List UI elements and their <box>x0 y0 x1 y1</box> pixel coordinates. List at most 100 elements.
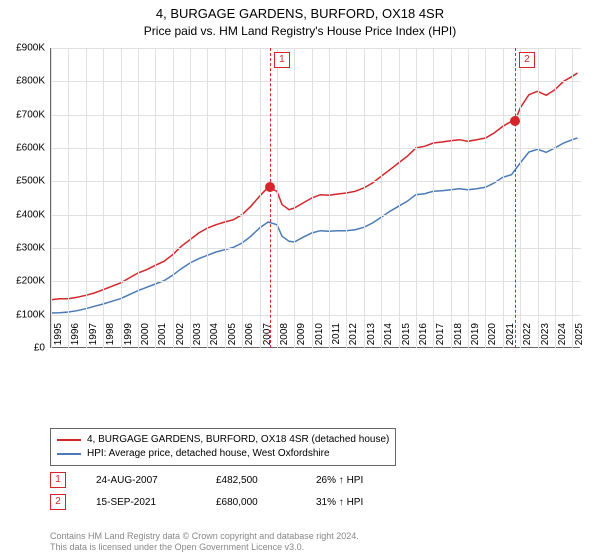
event-badge-1: 1 <box>274 52 290 68</box>
x-axis-label: 2004 <box>209 323 220 353</box>
footer: Contains HM Land Registry data © Crown c… <box>50 531 359 554</box>
x-axis-label: 1995 <box>53 323 64 353</box>
y-axis-label: £100K <box>0 309 45 320</box>
x-axis-label: 2022 <box>522 323 533 353</box>
gridline-v <box>68 48 69 348</box>
x-axis-label: 2021 <box>505 323 516 353</box>
series-hpi <box>51 138 578 313</box>
x-axis-label: 1998 <box>105 323 116 353</box>
x-axis-label: 2002 <box>175 323 186 353</box>
sale-date: 15-SEP-2021 <box>96 497 186 508</box>
plot-area: 12 <box>50 48 580 348</box>
gridline-h <box>51 181 581 182</box>
gridline-v <box>121 48 122 348</box>
gridline-v <box>538 48 539 348</box>
y-axis-label: £400K <box>0 209 45 220</box>
gridline-v <box>242 48 243 348</box>
x-axis-label: 2023 <box>540 323 551 353</box>
x-axis-label: 2000 <box>140 323 151 353</box>
y-axis-label: £500K <box>0 176 45 187</box>
x-axis-label: 2015 <box>401 323 412 353</box>
x-axis-label: 2011 <box>331 323 342 353</box>
gridline-h <box>51 81 581 82</box>
x-axis-label: 2018 <box>453 323 464 353</box>
sales-block: 1 24-AUG-2007 £482,500 26% ↑ HPI 2 15-SEP-202… <box>50 472 363 516</box>
y-axis-label: £700K <box>0 109 45 120</box>
gridline-v <box>399 48 400 348</box>
x-axis-label: 2009 <box>296 323 307 353</box>
chart-container: 4, BURGAGE GARDENS, BURFORD, OX18 4SR Pr… <box>0 0 600 560</box>
legend-swatch <box>57 453 81 455</box>
sale-delta: 26% ↑ HPI <box>316 475 363 486</box>
sale-badge: 1 <box>50 472 66 488</box>
gridline-v <box>155 48 156 348</box>
sale-date: 24-AUG-2007 <box>96 475 186 486</box>
gridline-v <box>51 48 52 348</box>
chart-subtitle: Price paid vs. HM Land Registry's House … <box>0 22 600 38</box>
gridline-v <box>138 48 139 348</box>
event-line-1 <box>270 48 271 348</box>
footer-line1: Contains HM Land Registry data © Crown c… <box>50 531 359 543</box>
series-property <box>51 73 578 300</box>
x-axis-label: 2020 <box>487 323 498 353</box>
x-axis-label: 2019 <box>470 323 481 353</box>
event-marker-2 <box>510 116 520 126</box>
y-axis-label: £200K <box>0 276 45 287</box>
legend: 4, BURGAGE GARDENS, BURFORD, OX18 4SR (d… <box>50 428 396 466</box>
gridline-v <box>190 48 191 348</box>
gridline-v <box>312 48 313 348</box>
gridline-v <box>225 48 226 348</box>
gridline-v <box>364 48 365 348</box>
x-axis-label: 2013 <box>366 323 377 353</box>
x-axis-label: 1997 <box>88 323 99 353</box>
chart-title: 4, BURGAGE GARDENS, BURFORD, OX18 4SR <box>0 0 600 22</box>
gridline-v <box>572 48 573 348</box>
sale-row-1: 1 24-AUG-2007 £482,500 26% ↑ HPI <box>50 472 363 488</box>
x-axis-label: 2005 <box>227 323 238 353</box>
gridline-h <box>51 48 581 49</box>
x-axis-label: 2010 <box>314 323 325 353</box>
sale-price: £680,000 <box>216 497 286 508</box>
x-axis-label: 2012 <box>348 323 359 353</box>
x-axis-label: 2001 <box>157 323 168 353</box>
gridline-v <box>103 48 104 348</box>
x-axis-label: 2025 <box>574 323 585 353</box>
chart-area: 12 £0£100K£200K£300K£400K£500K£600K£700K… <box>50 48 580 388</box>
gridline-v <box>503 48 504 348</box>
y-axis-label: £0 <box>0 343 45 354</box>
event-line-2 <box>515 48 516 348</box>
gridline-v <box>555 48 556 348</box>
gridline-v <box>451 48 452 348</box>
x-axis-label: 2014 <box>383 323 394 353</box>
x-axis-label: 2016 <box>418 323 429 353</box>
x-axis-label: 2003 <box>192 323 203 353</box>
gridline-v <box>173 48 174 348</box>
gridline-v <box>277 48 278 348</box>
legend-swatch <box>57 439 81 441</box>
gridline-v <box>86 48 87 348</box>
gridline-v <box>260 48 261 348</box>
event-badge-2: 2 <box>519 52 535 68</box>
legend-label: 4, BURGAGE GARDENS, BURFORD, OX18 4SR (d… <box>87 433 389 447</box>
x-axis-label: 2017 <box>435 323 446 353</box>
x-axis-label: 2007 <box>262 323 273 353</box>
gridline-v <box>520 48 521 348</box>
gridline-h <box>51 315 581 316</box>
y-axis-label: £800K <box>0 76 45 87</box>
sale-badge: 2 <box>50 494 66 510</box>
sale-row-2: 215-SEP-2021£680,00031% ↑ HPI <box>50 494 363 510</box>
gridline-v <box>381 48 382 348</box>
x-axis-label: 2024 <box>557 323 568 353</box>
gridline-h <box>51 115 581 116</box>
gridline-v <box>416 48 417 348</box>
y-axis-label: £600K <box>0 143 45 154</box>
x-axis-label: 2008 <box>279 323 290 353</box>
sale-price: £482,500 <box>216 475 286 486</box>
legend-row: HPI: Average price, detached house, West… <box>57 447 389 461</box>
gridline-v <box>346 48 347 348</box>
gridline-h <box>51 215 581 216</box>
gridline-v <box>329 48 330 348</box>
x-axis-label: 1996 <box>70 323 81 353</box>
gridline-v <box>485 48 486 348</box>
y-axis-label: £300K <box>0 243 45 254</box>
